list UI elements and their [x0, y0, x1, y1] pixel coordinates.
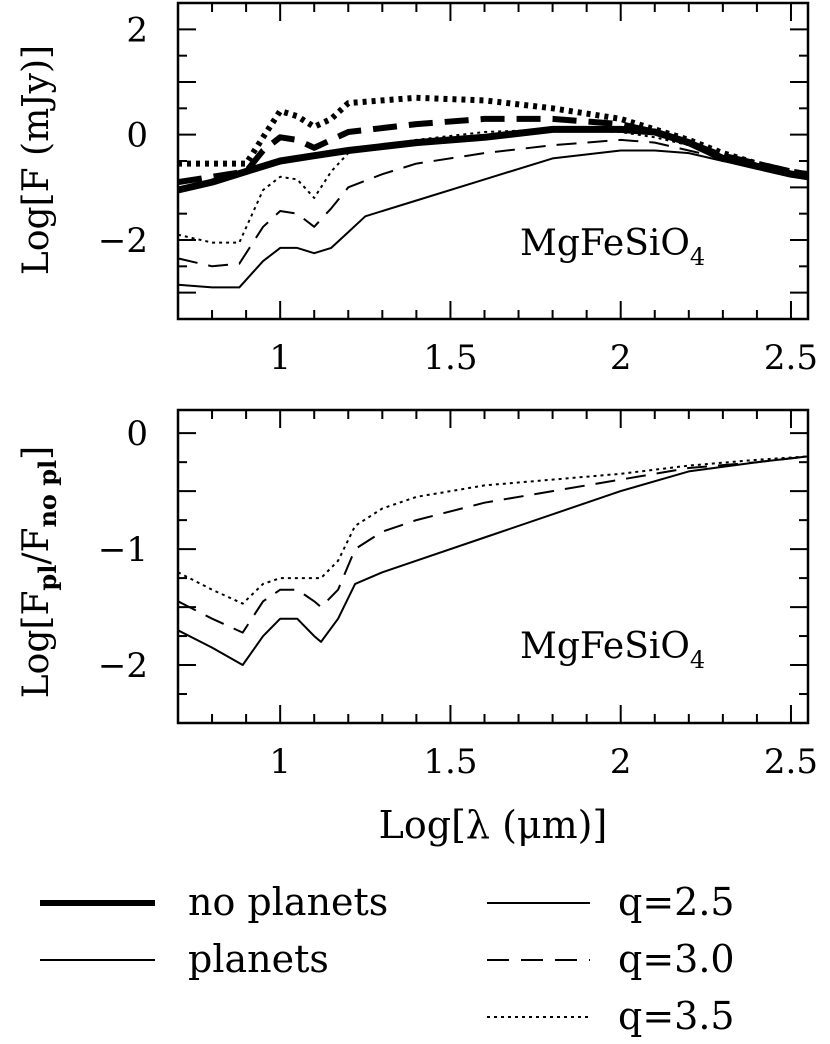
- top-panel: 1 1.5 2 2.5 2 0 −2 MgFeSiO4 Log[F (mJy)]: [16, 1, 818, 378]
- top-series-planets-q-3-0: [177, 138, 809, 268]
- bottom-x-tick-label: 2.5: [764, 742, 818, 782]
- legend-label-no-planets: no planets: [188, 880, 388, 924]
- top-y-axis-label: Log[F (mJy)]: [16, 45, 57, 275]
- bottom-y-tick-labels: 0 −1 −2: [98, 414, 148, 686]
- bottom-y-tick-label: 0: [126, 414, 148, 454]
- top-series-no-planets-q-3-5: [178, 94, 809, 178]
- top-series-planets-q-3-5: [177, 128, 809, 244]
- legend-label-planets: planets: [188, 937, 329, 981]
- bottom-x-tick-label: 2: [610, 742, 632, 782]
- bottom-y-tick-label: −2: [98, 646, 148, 686]
- bottom-x-tick-label: 1.5: [423, 742, 477, 782]
- top-y-tick-label: 0: [126, 116, 148, 156]
- top-annotation: MgFeSiO4: [520, 223, 705, 271]
- top-x-tick-label: 1.5: [423, 338, 477, 378]
- bottom-x-tick-labels: 1 1.5 2 2.5: [269, 742, 818, 782]
- bottom-y-tick-label: −1: [98, 530, 148, 570]
- bottom-plot-frame: [176, 408, 810, 725]
- bottom-series-q-3-0: [177, 455, 809, 634]
- bottom-series: [177, 455, 809, 666]
- top-y-tick-label: −2: [98, 221, 148, 261]
- top-y-tick-labels: 2 0 −2: [98, 10, 148, 261]
- top-x-tick-labels: 1 1.5 2 2.5: [269, 338, 818, 378]
- bottom-panel: 1 1.5 2 2.5 0−1−2 MgFeSiO4 Log[Fpl/Fno pl] …: [16, 408, 818, 847]
- legend-label-q35: q=3.5: [618, 994, 735, 1038]
- legend-label-q30: q=3.0: [618, 937, 735, 981]
- top-series: [177, 94, 809, 289]
- bottom-series-q-2-5: [177, 455, 809, 666]
- bottom-y-axis-label: Log[Fpl/Fno pl]: [16, 446, 62, 698]
- top-x-tick-label: 2.5: [764, 338, 818, 378]
- bottom-annotation: MgFeSiO4: [520, 626, 705, 674]
- top-ticks: [177, 2, 808, 320]
- x-axis-label: Log[λ (μm)]: [379, 803, 608, 847]
- legend: no planets planets q=2.5 q=3.0 q=3.5: [40, 880, 735, 1038]
- bottom-ticks: [177, 410, 808, 724]
- top-series-no-planets-q-3-0: [177, 115, 809, 186]
- top-y-tick-label: 2: [126, 10, 148, 50]
- top-x-tick-label: 2: [610, 338, 632, 378]
- bottom-x-tick-label: 1: [269, 742, 291, 782]
- top-x-tick-label: 1: [269, 338, 291, 378]
- bottom-series-q-3-5: [177, 455, 809, 605]
- top-series-planets-q-2-5: [177, 149, 809, 289]
- legend-label-q25: q=2.5: [618, 880, 735, 924]
